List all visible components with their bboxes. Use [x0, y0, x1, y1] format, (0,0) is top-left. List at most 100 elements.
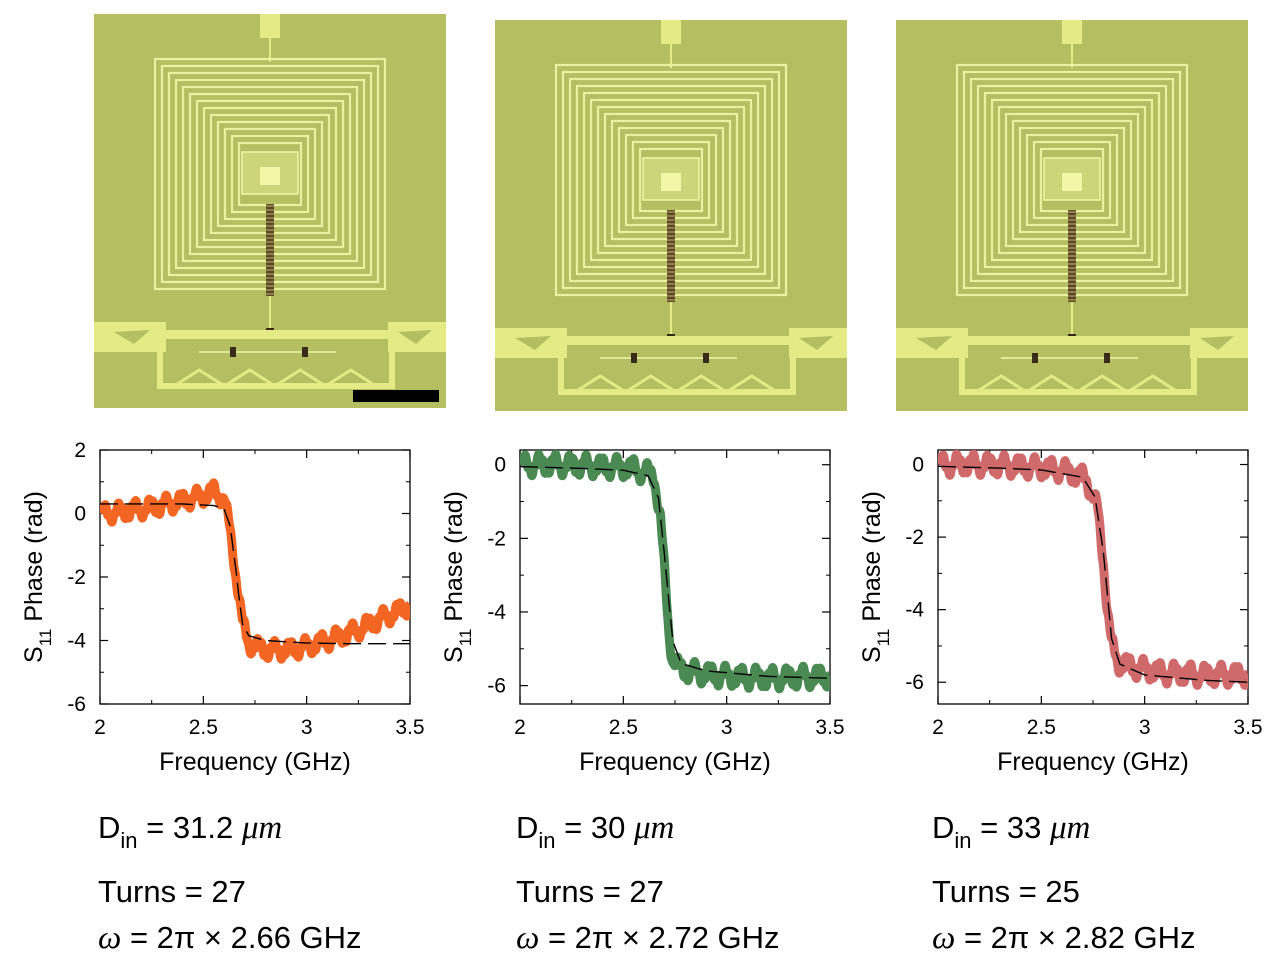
turns-c: Turns = 25 [932, 874, 1080, 909]
y-tick-label: -2 [67, 566, 86, 589]
y-axis-label: S11 Phase (rad) [440, 491, 475, 663]
series-group [100, 478, 410, 664]
microscope-image-c [896, 20, 1248, 411]
measured-trace [520, 450, 830, 694]
x-tick-label: 2 [94, 716, 106, 739]
x-tick-label: 3.5 [1233, 716, 1262, 739]
inner-diameter-b: Din = 30 μm [516, 810, 675, 852]
x-tick-label: 3.5 [815, 716, 844, 739]
params-c: Din = 33 μm Turns = 25 ω = 2π × 2.82 GHz [932, 812, 1252, 962]
d-unit: μm [241, 810, 283, 846]
frequency-c: ω = 2π × 2.82 GHz [932, 922, 1196, 955]
series-group [520, 450, 830, 694]
x-tick-label: 3 [721, 716, 733, 739]
frequency-b: ω = 2π × 2.72 GHz [516, 922, 780, 955]
inner-diameter-a: Din = 31.2 μm [98, 810, 283, 852]
fit-curve [938, 465, 1248, 683]
y-tick-label: 0 [494, 454, 506, 477]
omega-value: = 2π × 2.66 GHz [129, 920, 362, 955]
chip-b [495, 20, 847, 411]
d-label: D [98, 810, 121, 845]
x-tick-label: 2.5 [189, 716, 218, 739]
turns-a: Turns = 27 [98, 874, 246, 909]
y-axis-label: S11 Phase (rad) [20, 491, 55, 663]
x-axis-label: Frequency (GHz) [997, 748, 1189, 776]
params-a: Din = 31.2 μm Turns = 27 ω = 2π × 2.66 G… [98, 812, 418, 962]
omega-symbol: ω [932, 920, 956, 956]
omega-value: = 2π × 2.72 GHz [547, 920, 780, 955]
chart-svg-b: 2 2.5 3 3.5 0 -2 -4 -6 Frequency (GHz) S11 Phase … [440, 449, 845, 776]
y-tick-label: -6 [905, 671, 924, 694]
top-pad [661, 20, 681, 44]
microscope-image-b [495, 20, 847, 411]
measured-trace [100, 478, 410, 664]
y-tick-label: -4 [487, 601, 506, 624]
chart-svg-c: 2 2.5 3 3.5 0 -2 -4 -6 Frequency (GHz) S11 Phase … [858, 449, 1263, 776]
via-pad [661, 173, 681, 191]
y-tick-label: 0 [74, 503, 86, 526]
d-label: D [516, 810, 539, 845]
measured-trace [938, 450, 1248, 690]
phase-chart-c: 2 2.5 3 3.5 0 -2 -4 -6 Frequency (GHz) S11 Phase … [838, 430, 1268, 790]
junction-left [230, 347, 236, 357]
frequency-a: ω = 2π × 2.66 GHz [98, 922, 362, 955]
d-subscript: in [538, 828, 556, 853]
x-tick-label: 3 [1139, 716, 1151, 739]
phase-chart-b: 2 2.5 3 3.5 0 -2 -4 -6 Frequency (GHz) S11 Phase … [420, 430, 850, 790]
y-tick-label: -4 [67, 630, 86, 653]
junction-left [1032, 353, 1038, 363]
via-pad [1062, 173, 1082, 191]
junction-right [703, 353, 709, 363]
fit-curve [520, 465, 830, 679]
x-axis-label: Frequency (GHz) [579, 748, 771, 776]
top-pad [260, 14, 280, 38]
junction-array [667, 210, 675, 302]
junction-array [1068, 210, 1076, 302]
turns-b: Turns = 27 [516, 874, 664, 909]
x-tick-label: 2 [514, 716, 526, 739]
omega-value: = 2π × 2.82 GHz [963, 920, 1196, 955]
center-pad [642, 157, 700, 201]
scale-bar [353, 390, 439, 402]
y-tick-label: -6 [67, 693, 86, 716]
omega-symbol: ω [516, 920, 540, 956]
x-tick-label: 3 [301, 716, 313, 739]
omega-symbol: ω [98, 920, 122, 956]
chip-c [896, 20, 1248, 411]
d-value: = 33 [980, 810, 1042, 845]
d-unit: μm [633, 810, 675, 846]
x-axis-label: Frequency (GHz) [159, 748, 351, 776]
series-group [938, 450, 1248, 690]
x-tick-label: 2.5 [609, 716, 638, 739]
y-tick-label: -4 [905, 599, 924, 622]
params-b: Din = 30 μm Turns = 27 ω = 2π × 2.72 GHz [516, 812, 836, 962]
x-tick-label: 2 [932, 716, 944, 739]
d-subscript: in [954, 828, 972, 853]
y-tick-label: 0 [912, 454, 924, 477]
junction-left [631, 353, 637, 363]
d-subscript: in [120, 828, 138, 853]
y-tick-label: 2 [74, 439, 86, 462]
d-label: D [932, 810, 955, 845]
y-tick-label: -6 [487, 675, 506, 698]
junction-right [302, 347, 308, 357]
inner-diameter-c: Din = 33 μm [932, 810, 1091, 852]
x-tick-label: 2.5 [1027, 716, 1056, 739]
top-pad [1062, 20, 1082, 44]
fit-curve [100, 503, 410, 645]
y-axis-label: S11 Phase (rad) [858, 491, 893, 663]
x-tick-label: 3.5 [395, 716, 424, 739]
microscope-image-a [94, 14, 446, 408]
y-tick-label: -2 [905, 526, 924, 549]
d-value: = 30 [564, 810, 626, 845]
y-tick-label: -2 [487, 527, 506, 550]
d-unit: μm [1049, 810, 1091, 846]
chip-a [94, 14, 446, 408]
d-value: = 31.2 [146, 810, 234, 845]
plot-frame [99, 449, 411, 705]
chart-svg-a: 2 2.5 3 3.5 2 0 -2 -4 -6 Frequency (GHz) S11 Phase… [20, 439, 425, 776]
junction-array [266, 204, 274, 296]
via-pad [260, 167, 280, 185]
junction-right [1104, 353, 1110, 363]
phase-chart-a: 2 2.5 3 3.5 2 0 -2 -4 -6 Frequency (GHz) S11 Phase… [0, 430, 430, 790]
